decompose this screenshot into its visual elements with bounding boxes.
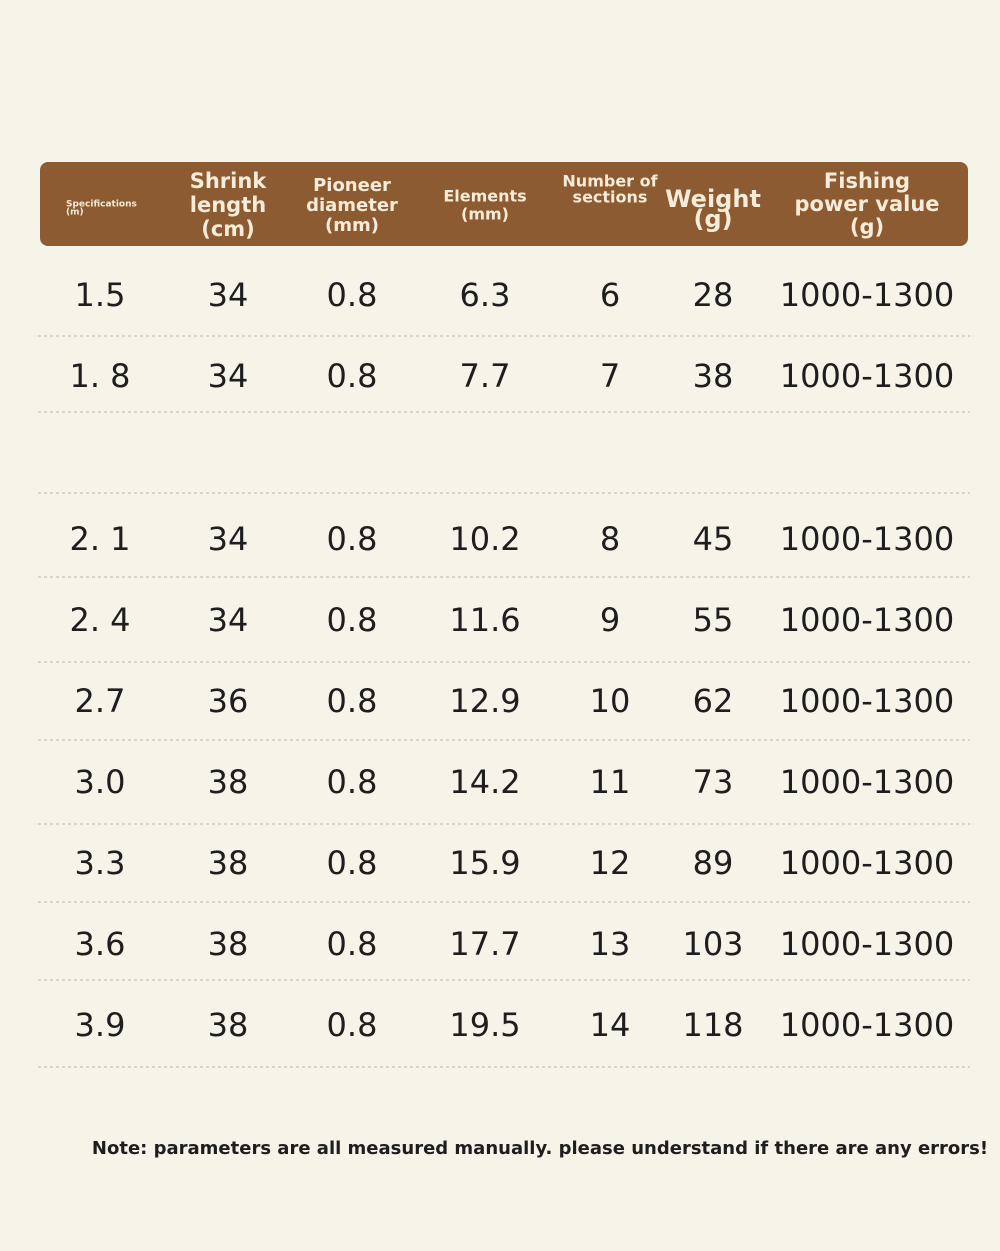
table-cell: 3.6 <box>75 925 126 963</box>
table-cell: 12.9 <box>449 682 520 720</box>
table-cell: 1000-1300 <box>780 520 954 558</box>
table-cell: 36 <box>208 682 249 720</box>
table-cell: 2. 1 <box>69 520 130 558</box>
table-cell: 1000-1300 <box>780 1006 954 1044</box>
table-cell: 6 <box>600 276 620 314</box>
table-cell: 0.8 <box>327 520 378 558</box>
header-label: (cm) <box>201 217 255 241</box>
table-cell: 34 <box>208 520 249 558</box>
table-cell: 11.6 <box>449 601 520 639</box>
table-cell: 11 <box>590 763 631 801</box>
table-cell: 2.7 <box>75 682 126 720</box>
header-label: (g) <box>693 205 732 233</box>
header-label: sections <box>573 188 648 207</box>
table-cell: 28 <box>693 276 734 314</box>
header-label: (mm) <box>461 205 509 224</box>
table-cell: 1000-1300 <box>780 844 954 882</box>
table-cell: 7 <box>600 357 620 395</box>
table-cell: 1000-1300 <box>780 925 954 963</box>
table-cell: 62 <box>693 682 734 720</box>
table-cell: 55 <box>693 601 734 639</box>
table-cell: 13 <box>590 925 631 963</box>
table-cell: 0.8 <box>327 682 378 720</box>
table-cell: 0.8 <box>327 844 378 882</box>
table-cell: 89 <box>693 844 734 882</box>
table-cell: 34 <box>208 276 249 314</box>
separators <box>38 335 970 1068</box>
header-label: length <box>190 193 266 217</box>
table-cell: 0.8 <box>327 276 378 314</box>
table-cell: 1000-1300 <box>780 357 954 395</box>
header-label: Specifications <box>66 200 137 210</box>
table-cell: 0.8 <box>327 1006 378 1044</box>
table-cell: 14 <box>590 1006 631 1044</box>
header-label: diameter <box>306 195 398 216</box>
table-cell: 0.8 <box>327 601 378 639</box>
table-cell: 1000-1300 <box>780 682 954 720</box>
header-label: (m) <box>66 208 84 218</box>
table-cell: 19.5 <box>449 1006 520 1044</box>
header-label: Pioneer <box>313 175 391 196</box>
table-cell: 34 <box>208 601 249 639</box>
table-cell: 38 <box>693 357 734 395</box>
header-label: power value <box>794 192 939 216</box>
table-cell: 38 <box>208 925 249 963</box>
table-cell: 7.7 <box>460 357 511 395</box>
table-cell: 3.3 <box>75 844 126 882</box>
table-cell: 118 <box>682 1006 743 1044</box>
table-cell: 0.8 <box>327 925 378 963</box>
header-bar <box>40 162 968 246</box>
table-cell: 3.0 <box>75 763 126 801</box>
table-cell: 17.7 <box>449 925 520 963</box>
table-cell: 38 <box>208 763 249 801</box>
header-label: Weight <box>665 185 761 213</box>
table-cell: 6.3 <box>460 276 511 314</box>
table-cell: 9 <box>600 601 620 639</box>
table-cell: 1. 8 <box>69 357 130 395</box>
table-cell: 10.2 <box>449 520 520 558</box>
table-cell: 38 <box>208 844 249 882</box>
table-cell: 0.8 <box>327 763 378 801</box>
table-cell: 2. 4 <box>69 601 130 639</box>
table-cell: 15.9 <box>449 844 520 882</box>
header-label: Shrink <box>190 169 268 193</box>
header-label: (mm) <box>325 215 379 236</box>
table-cell: 34 <box>208 357 249 395</box>
table-cell: 0.8 <box>327 357 378 395</box>
table-cell: 3.9 <box>75 1006 126 1044</box>
table-cell: 38 <box>208 1006 249 1044</box>
table-cell: 73 <box>693 763 734 801</box>
note: Note: parameters are all measured manual… <box>92 1138 988 1159</box>
header-label: Number of <box>562 172 658 191</box>
header-label: Elements <box>443 187 526 206</box>
table-cell: 1000-1300 <box>780 763 954 801</box>
table-cell: 1.5 <box>75 276 126 314</box>
header-label: (g) <box>850 215 884 239</box>
table-cell: 14.2 <box>449 763 520 801</box>
table-cell: 8 <box>600 520 620 558</box>
table-cell: 1000-1300 <box>780 601 954 639</box>
table-cell: 45 <box>693 520 734 558</box>
table-cell: 10 <box>590 682 631 720</box>
table-cell: 103 <box>682 925 743 963</box>
table-cell: 12 <box>590 844 631 882</box>
table-cell: 1000-1300 <box>780 276 954 314</box>
header-label: Fishing <box>824 169 910 193</box>
